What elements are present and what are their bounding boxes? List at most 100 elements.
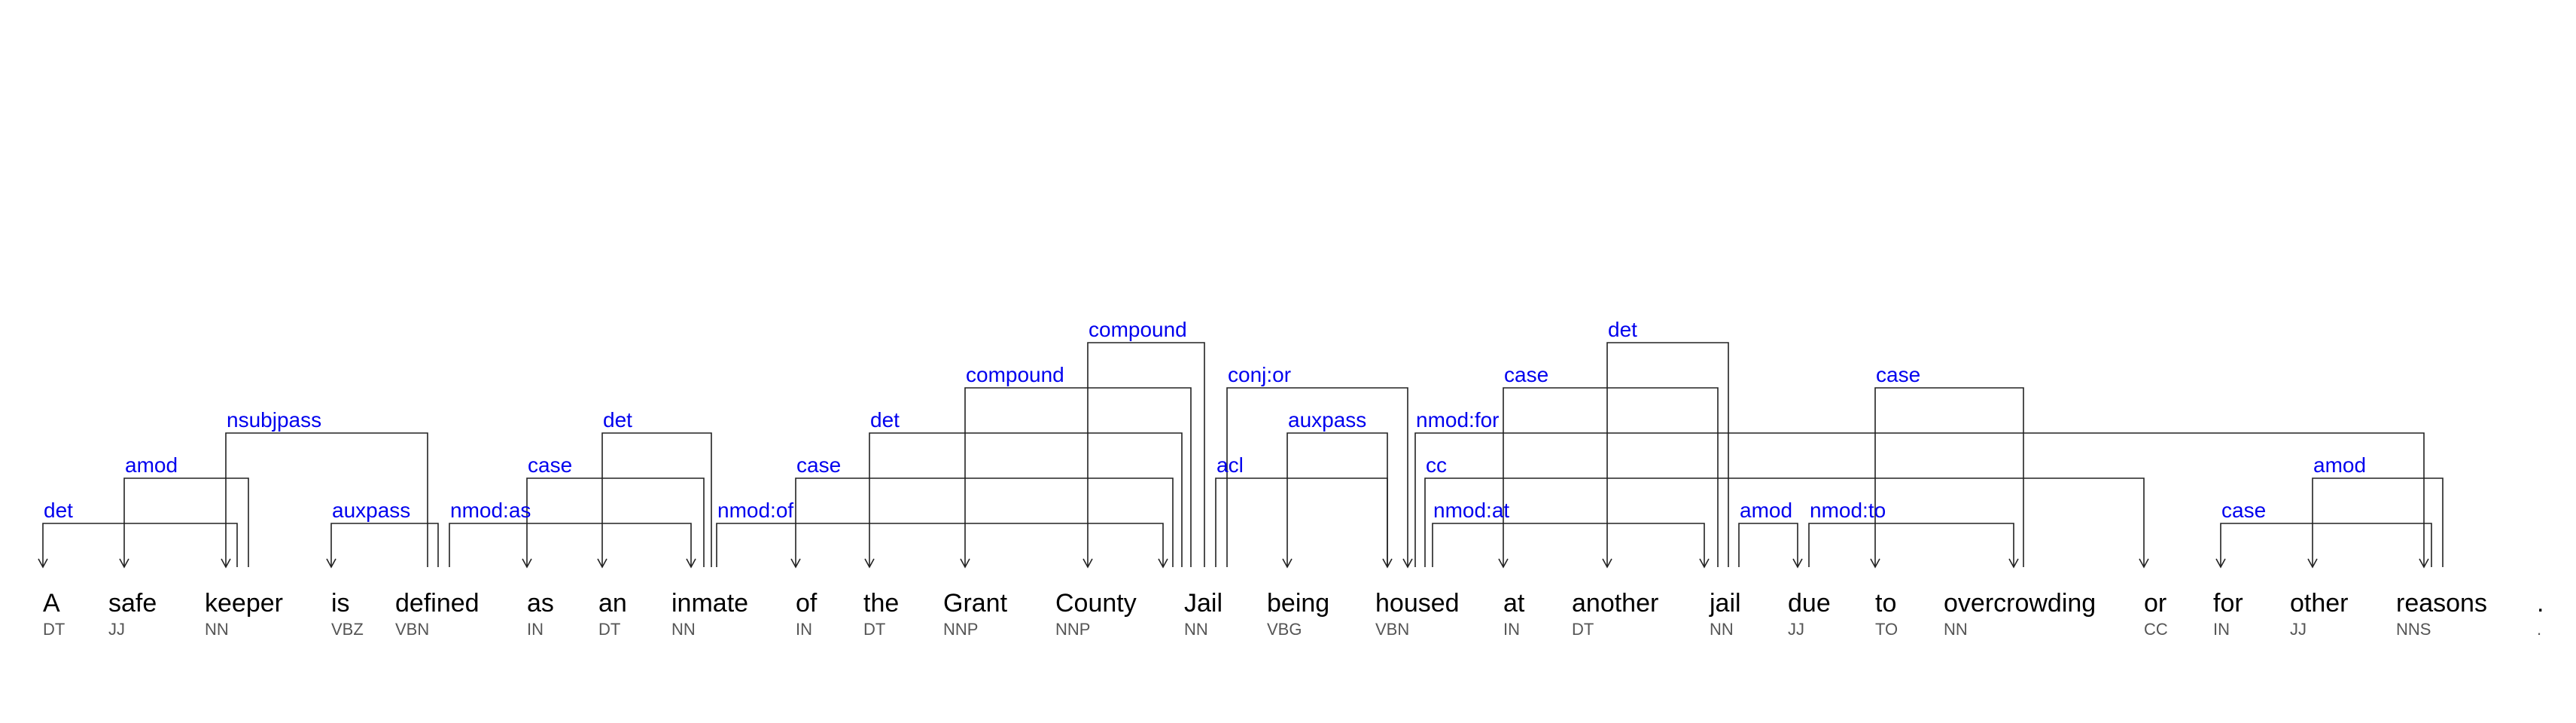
dependency-label: auxpass [332, 499, 410, 522]
dependency-label: nmod:to [1810, 499, 1886, 522]
token-word: or [2144, 589, 2166, 618]
dependency-label: auxpass [1288, 408, 1366, 432]
dependency-arc [1874, 387, 2024, 567]
dependency-arc [1226, 387, 1408, 567]
token-word: Jail [1184, 589, 1223, 618]
dependency-arrowhead [1699, 558, 1710, 569]
dependency-arc [1503, 387, 1719, 567]
dependency-arrowhead [2419, 558, 2429, 569]
token-pos-tag: IN [1503, 620, 1520, 639]
token-pos-tag: JJ [2290, 620, 2307, 639]
token-word: County [1055, 589, 1137, 618]
dependency-arc [1087, 342, 1205, 567]
dependency-arrowhead [1282, 558, 1293, 569]
dependency-arrowhead [1082, 558, 1093, 569]
token-word: an [598, 589, 627, 618]
dependency-arc [1424, 477, 2145, 567]
dependency-arrowhead [2139, 558, 2149, 569]
dependency-arrowhead [522, 558, 532, 569]
dependency-arrowhead [1792, 558, 1803, 569]
token-pos-tag: NN [1710, 620, 1734, 639]
token-word: to [1875, 589, 1896, 618]
token-row: A DT safe JJ keeper NN is VBZ defined VBN as IN an DT… [43, 589, 2544, 639]
dependency-arc [716, 523, 1164, 567]
token-word: reasons [2396, 589, 2487, 618]
token-pos-tag: VBZ [331, 620, 364, 639]
dependency-arc [601, 432, 712, 567]
dependency-label: nsubjpass [227, 408, 321, 432]
token-pos-tag: IN [796, 620, 812, 639]
dependency-arcs [38, 342, 2444, 569]
dependency-arrowhead [2008, 558, 2019, 569]
token-word: defined [395, 589, 480, 618]
token-pos-tag: NN [671, 620, 696, 639]
dependency-arrowhead [326, 558, 336, 569]
dependency-arrowhead [119, 558, 129, 569]
dependency-arrowhead [38, 558, 48, 569]
token-word: keeper [205, 589, 283, 618]
token-pos-tag: CC [2144, 620, 2168, 639]
dependency-arc [1606, 342, 1729, 567]
token-pos-tag: DT [863, 620, 885, 639]
dependency-label: det [44, 499, 73, 522]
token-word: Grant [943, 589, 1008, 618]
dependency-arrowhead [864, 558, 875, 569]
dependency-label: det [603, 408, 632, 432]
token-pos-tag: VBG [1267, 620, 1302, 639]
token-pos-tag: VBN [395, 620, 429, 639]
dependency-label: nmod:at [1433, 499, 1509, 522]
dependency-arc [795, 477, 1174, 567]
token-word: the [863, 589, 899, 618]
token-pos-tag: VBN [1375, 620, 1409, 639]
dependency-label: case [528, 453, 572, 477]
token-word: as [527, 589, 554, 618]
token-pos-tag: NNP [943, 620, 978, 639]
dependency-label: case [2221, 499, 2266, 522]
token-word: other [2290, 589, 2349, 618]
token-pos-tag: NN [205, 620, 229, 639]
token-pos-tag: NN [1184, 620, 1208, 639]
token-pos-tag: DT [598, 620, 620, 639]
token-word: for [2213, 589, 2243, 618]
dependency-label: amod [1740, 499, 1792, 522]
dependency-arc [330, 523, 439, 567]
dependency-arrowhead [597, 558, 607, 569]
dependency-label: case [1504, 363, 1548, 386]
dependency-arc [1738, 523, 1798, 567]
dependency-label: nmod:for [1416, 408, 1500, 432]
token-word: inmate [671, 589, 748, 618]
token-word: due [1788, 589, 1831, 618]
token-pos-tag: TO [1875, 620, 1898, 639]
token-word: housed [1375, 589, 1460, 618]
token-pos-tag: IN [2213, 620, 2230, 639]
dependency-label: det [1608, 318, 1637, 341]
dependency-arrowhead [221, 558, 231, 569]
dependency-labels: det amod nsubjpass auxpass case det nmod:as cas… [44, 318, 2366, 522]
dependency-label: case [796, 453, 841, 477]
dependency-label: det [870, 408, 900, 432]
dependency-arc [869, 432, 1183, 567]
token-word: safe [108, 589, 157, 618]
dependency-arrowhead [1382, 558, 1393, 569]
dependency-arrowhead [1498, 558, 1509, 569]
token-word: . [2537, 589, 2544, 618]
dependency-label: cc [1426, 453, 1447, 477]
dependency-label: nmod:as [450, 499, 531, 522]
dependency-label: amod [2313, 453, 2366, 477]
dependency-label: conj:or [1228, 363, 1291, 386]
dependency-arrowhead [686, 558, 696, 569]
dependency-arc [1414, 432, 2425, 567]
dependency-arrowhead [2307, 558, 2318, 569]
token-word: overcrowding [1944, 589, 2096, 618]
dependency-arc [1286, 432, 1388, 567]
token-word: another [1572, 589, 1658, 618]
token-word: at [1503, 589, 1525, 618]
token-word: of [796, 589, 818, 618]
dependency-label: compound [966, 363, 1064, 386]
dependency-arc [1432, 523, 1705, 567]
dependency-arc [225, 432, 428, 567]
dependency-arrowhead [2215, 558, 2226, 569]
dependency-arc [449, 523, 692, 567]
dependency-arc [42, 523, 238, 567]
